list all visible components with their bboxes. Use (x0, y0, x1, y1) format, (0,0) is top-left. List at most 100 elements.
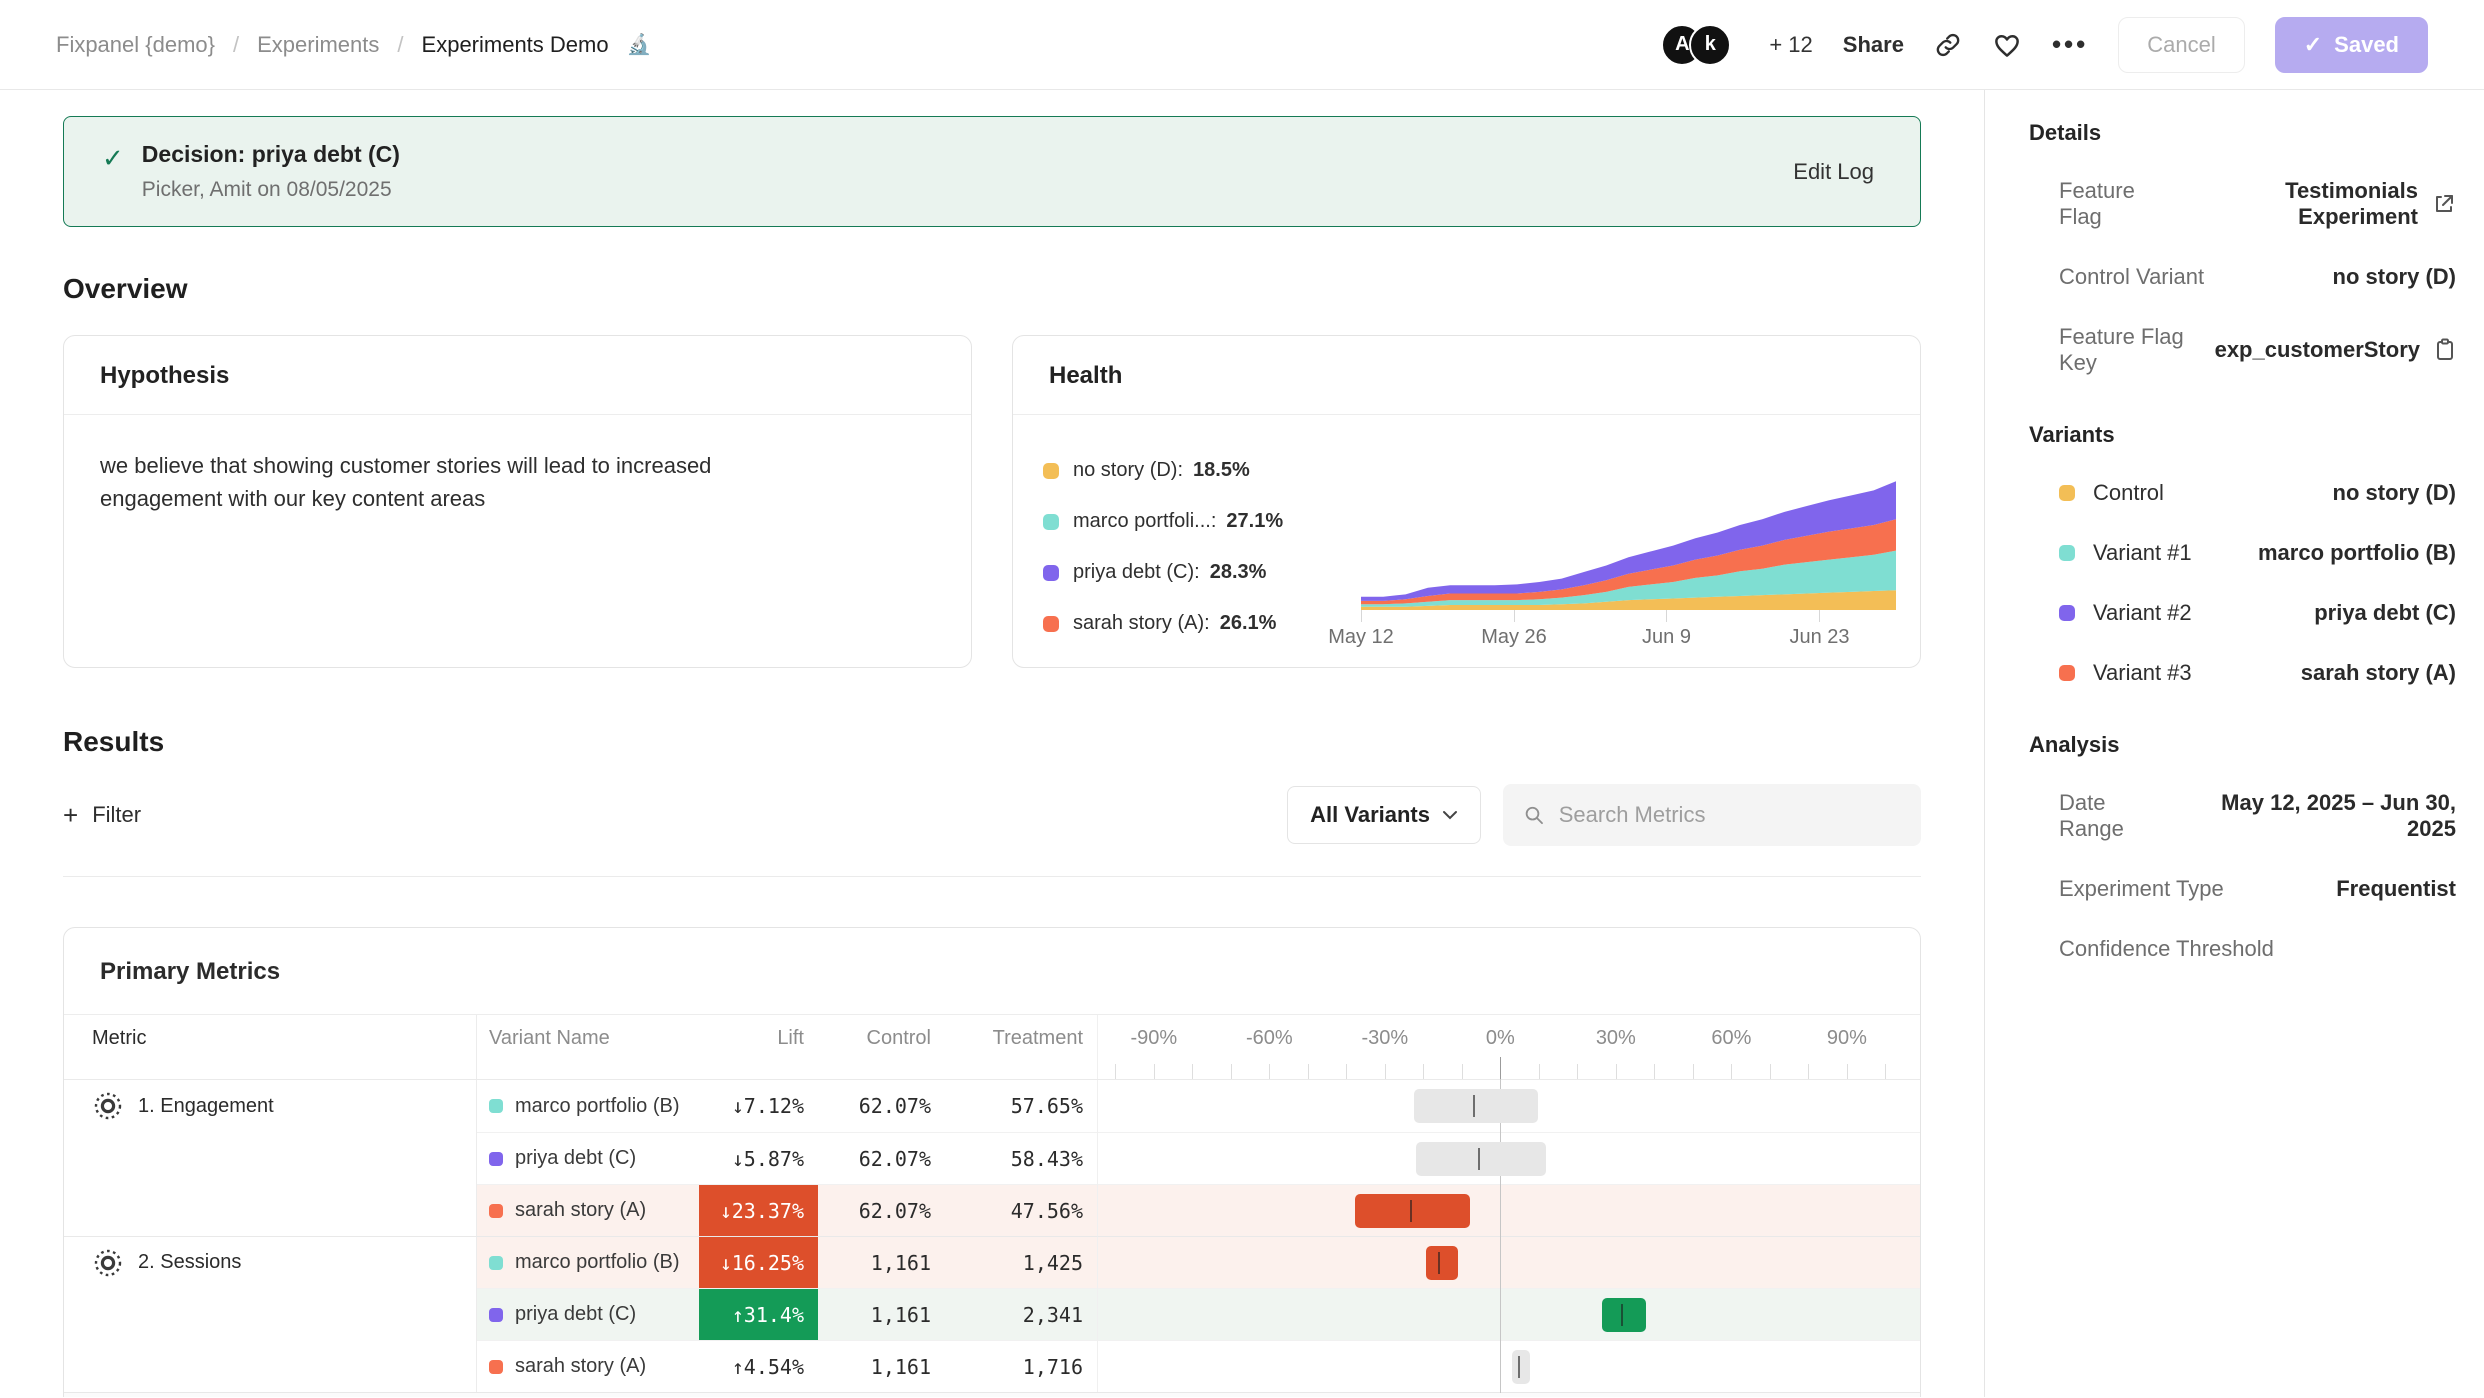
table-row[interactable]: priya debt (C) ↑31.4% 1,161 2,341 (64, 1288, 1920, 1341)
sidebar-row-value: Testimonials Experiment (2176, 178, 2456, 230)
x-axis-tick (1819, 610, 1821, 622)
breadcrumb-item-0[interactable]: Fixpanel {demo} (56, 31, 215, 57)
sidebar-row-value: no story (D) (2333, 480, 2456, 506)
control-cell: 1,161 (818, 1288, 945, 1340)
variant-color-dot (489, 1307, 503, 1322)
axis-label: 60% (1711, 1027, 1752, 1049)
table-row[interactable]: sarah story (A) ↑4.54% 1,161 1,716 (64, 1340, 1920, 1393)
avatar[interactable]: k (1689, 23, 1732, 66)
legend-swatch (1043, 462, 1059, 479)
sidebar-section-analysis: Analysis Date Range May 12, 2025 – Jun 30,… (2029, 732, 2456, 962)
metric-cell: 2. Sessions (64, 1236, 477, 1288)
sidebar-row-label: Feature Flag (2059, 178, 2135, 229)
axis-label: 0% (1485, 1027, 1515, 1049)
sidebar-row: Feature Flag Key exp_customerStory (2059, 324, 2456, 376)
share-button[interactable]: Share (1842, 31, 1904, 57)
divider (63, 876, 1921, 877)
axis-tick (1192, 1064, 1194, 1079)
axis-tick (1538, 1064, 1540, 1079)
lift-cell: ↓5.87% (699, 1132, 818, 1184)
sidebar-row: Feature Flag Testimonials Experiment (2059, 178, 2456, 230)
legend-label: sarah story (A): (1073, 612, 1210, 634)
variant-name: marco portfolio (B) (515, 1094, 680, 1117)
sidebar-value-text: Frequentist (2336, 876, 2456, 901)
axis-tick (1307, 1064, 1309, 1079)
variant-name: priya debt (C) (515, 1303, 637, 1325)
sidebar-row-label: Feature Flag Key (2059, 324, 2184, 375)
axis-tick (1115, 1064, 1117, 1079)
sidebar-value-text: sarah story (A) (2300, 660, 2456, 685)
sidebar-row-value: marco portfolio (B) (2258, 540, 2456, 566)
breadcrumb-item-2[interactable]: Experiments Demo (421, 31, 609, 57)
table-row[interactable]: sarah story (A) ↓23.37% 62.07% 47.56% (64, 1184, 1920, 1237)
axis-tick (1230, 1064, 1232, 1079)
sidebar-row-value: exp_customerStory (2215, 337, 2456, 363)
copy-icon[interactable] (2434, 338, 2456, 362)
confidence-interval-bar (1354, 1194, 1471, 1228)
breadcrumb-item-1[interactable]: Experiments (257, 31, 380, 57)
confidence-interval-cell (1097, 1079, 1920, 1133)
lift-cell: ↓7.12% (731, 1094, 804, 1118)
sidebar-row-label: Variant #3 (2093, 660, 2192, 685)
plus-icon: + (63, 800, 79, 830)
variant-color-dot (2059, 605, 2075, 621)
primary-metrics-card: Primary Metrics Metric Variant Name Lift… (63, 927, 1921, 1397)
search-icon (1525, 806, 1543, 825)
sidebar-row-label: Control (2093, 480, 2164, 505)
chevron-down-icon (1443, 811, 1457, 820)
breadcrumb-separator: / (233, 31, 240, 57)
variant-name: sarah story (A) (515, 1199, 647, 1221)
control-cell: 62.07% (858, 1094, 931, 1118)
variants-dropdown[interactable]: All Variants (1287, 786, 1481, 844)
column-header-variant: Variant Name (489, 1027, 610, 1049)
table-row[interactable]: 1. Engagement marco portfolio (B) ↓7.12% 62… (64, 1079, 1920, 1133)
area-series-1 (1361, 550, 1896, 607)
copy-link-icon[interactable] (1934, 31, 1962, 59)
sidebar-value-text: priya debt (C) (2314, 600, 2456, 625)
x-axis-label: Jun 23 (1789, 626, 1850, 648)
variant-cell: marco portfolio (B) (477, 1080, 699, 1132)
treatment-cell: 1,425 (945, 1236, 1097, 1288)
search-metrics-input[interactable] (1558, 802, 1901, 828)
variant-color-dot (489, 1099, 503, 1113)
confidence-interval-marker (1472, 1095, 1475, 1117)
axis-tick (1423, 1064, 1425, 1079)
metric-cell (64, 1132, 477, 1184)
axis-tick (1692, 1064, 1694, 1079)
confidence-interval-cell (1097, 1340, 1920, 1393)
health-chart: May 12 May 26 Jun 9 Jun 23 (1328, 445, 1896, 650)
axis-tick (1153, 1064, 1155, 1079)
table-row[interactable]: 2. Sessions marco portfolio (B) ↓16.25% 1,1… (64, 1236, 1920, 1289)
sidebar-row: Control no story (D) (2059, 480, 2456, 506)
external-link-icon[interactable] (2432, 192, 2456, 216)
breadcrumb-separator: / (397, 31, 404, 57)
variant-color-dot (2059, 545, 2075, 561)
cancel-button[interactable]: Cancel (2118, 16, 2245, 73)
hypothesis-card: Hypothesis we believe that showing custo… (63, 335, 972, 668)
variant-cell: sarah story (A) (477, 1184, 699, 1236)
edit-log-button[interactable]: Edit Log (1793, 158, 1874, 184)
add-metric-button[interactable]: + Add (64, 1392, 1920, 1397)
search-metrics-box[interactable] (1503, 784, 1921, 846)
sidebar-row-value: Frequentist (2336, 876, 2456, 902)
sidebar-row: Confidence Threshold (2059, 936, 2456, 962)
control-cell: 1,161 (818, 1236, 945, 1288)
favorite-heart-icon[interactable] (1992, 30, 2022, 60)
variant-color-dot (489, 1255, 503, 1270)
confidence-interval-marker (1517, 1356, 1520, 1378)
confidence-interval-cell (1097, 1288, 1920, 1341)
sidebar-row-label: Variant #1 (2093, 540, 2192, 565)
sidebar-section-heading: Variants (2029, 422, 2115, 447)
table-row[interactable]: priya debt (C) ↓5.87% 62.07% 58.43% (64, 1132, 1920, 1185)
saved-button[interactable]: ✓ Saved (2274, 16, 2428, 73)
sidebar-row: Variant #3 sarah story (A) (2059, 660, 2456, 686)
column-header-control: Control (866, 1027, 931, 1049)
variant-color-dot (489, 1203, 503, 1218)
more-options-icon[interactable]: ••• (2051, 29, 2089, 59)
sidebar-row: Control Variant no story (D) (2059, 264, 2456, 290)
confidence-interval-bar (1511, 1350, 1531, 1384)
x-axis-tick (1514, 610, 1515, 622)
add-filter-button[interactable]: + Filter (63, 800, 142, 830)
confidence-interval-bar (1601, 1298, 1646, 1332)
